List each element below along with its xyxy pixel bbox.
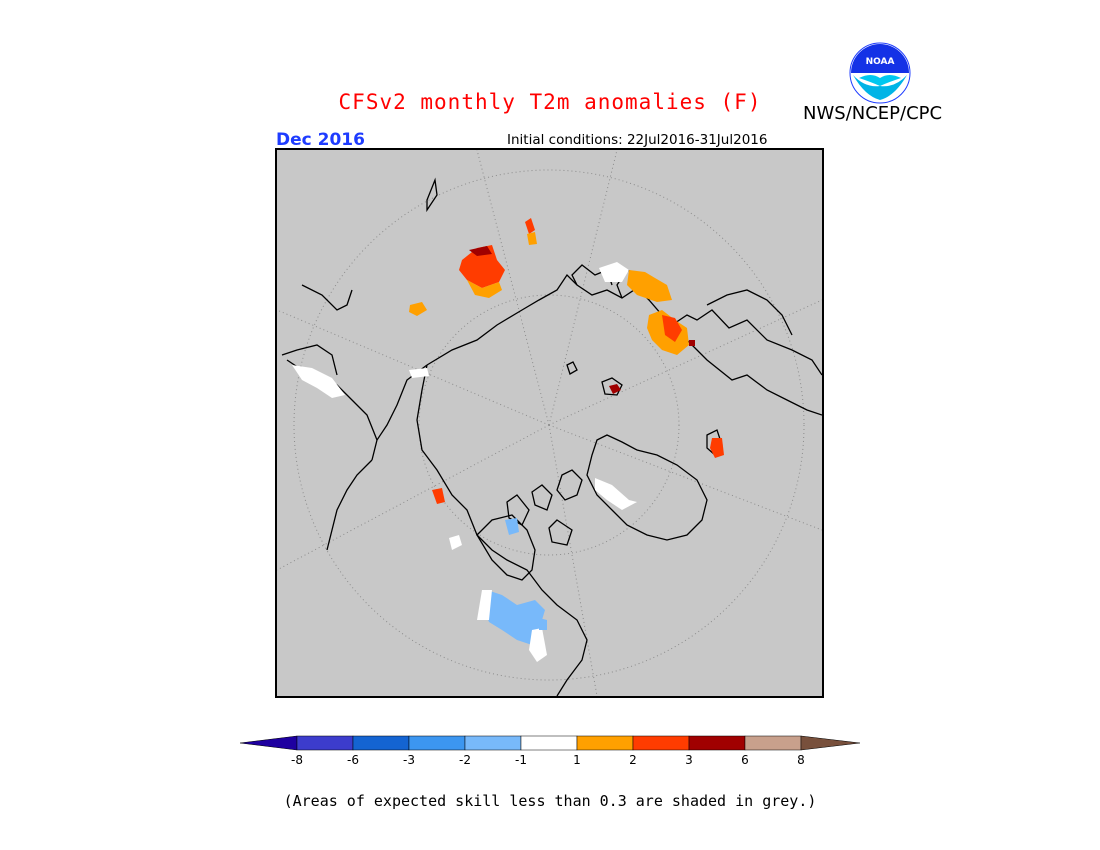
agency-label: NWS/NCEP/CPC: [803, 103, 943, 124]
legend-tick-label: 2: [629, 753, 637, 767]
legend-swatch: [632, 735, 690, 751]
anomaly-patch: [539, 618, 547, 630]
map-canvas: [277, 150, 822, 696]
legend-tick-label: 3: [685, 753, 693, 767]
map-title: CFSv2 monthly T2m anomalies (F): [338, 90, 762, 114]
initial-conditions: Initial conditions: 22Jul2016-31Jul2016: [507, 132, 768, 148]
legend-tick-label: -8: [291, 753, 303, 767]
legend-tick-label: 8: [797, 753, 805, 767]
anomaly-patch: [525, 218, 535, 234]
anomaly-patch: [477, 590, 492, 620]
legend-tick-label: -6: [347, 753, 359, 767]
legend-swatch: [352, 735, 410, 751]
anomaly-patch: [505, 518, 519, 535]
legend-swatch: [464, 735, 522, 751]
legend-tick-labels: -8 -6 -3 -2 -1 1 2 3 6 8: [240, 753, 860, 769]
legend-arrow-high: [800, 735, 860, 751]
polar-map: [275, 148, 824, 698]
legend-swatch: [744, 735, 802, 751]
anomaly-patch: [595, 478, 637, 510]
legend-swatch: [688, 735, 746, 751]
anomaly-patch: [467, 280, 502, 298]
anomaly-patch: [482, 590, 545, 645]
anomaly-patch: [469, 246, 492, 256]
legend-swatch: [408, 735, 466, 751]
anomaly-patch: [627, 270, 672, 302]
legend-swatch: [296, 735, 354, 751]
logo-text: NOAA: [866, 57, 895, 67]
anomaly-patch: [527, 232, 537, 245]
anomaly-patch: [292, 365, 345, 398]
legend-swatch: [576, 735, 634, 751]
legend-tick-label: -3: [403, 753, 415, 767]
anomaly-patch: [409, 302, 427, 316]
legend-tick-label: -1: [515, 753, 527, 767]
anomaly-patch: [432, 488, 445, 504]
coastlines: [281, 177, 822, 696]
anomaly-patch: [599, 262, 629, 282]
legend-tick-label: -2: [459, 753, 471, 767]
anomaly-patch: [609, 384, 621, 394]
legend-tick-label: 6: [741, 753, 749, 767]
anomaly-patch: [409, 368, 429, 378]
forecast-period: Dec 2016: [276, 130, 365, 150]
legend-colorbar: [240, 735, 860, 751]
noaa-logo: NOAA: [849, 42, 911, 104]
anomaly-patch: [689, 340, 695, 346]
legend-swatch: [520, 735, 578, 751]
anomaly-patches: [292, 218, 724, 662]
anomaly-patch: [662, 315, 682, 342]
legend-arrow-low: [240, 735, 298, 751]
skill-footnote: (Areas of expected skill less than 0.3 a…: [283, 792, 817, 810]
anomaly-patch: [710, 438, 724, 458]
graticule: [277, 150, 822, 696]
anomaly-patch: [529, 628, 547, 662]
legend-tick-label: 1: [573, 753, 581, 767]
anomaly-patch: [449, 535, 462, 550]
anomaly-patch: [459, 245, 505, 288]
